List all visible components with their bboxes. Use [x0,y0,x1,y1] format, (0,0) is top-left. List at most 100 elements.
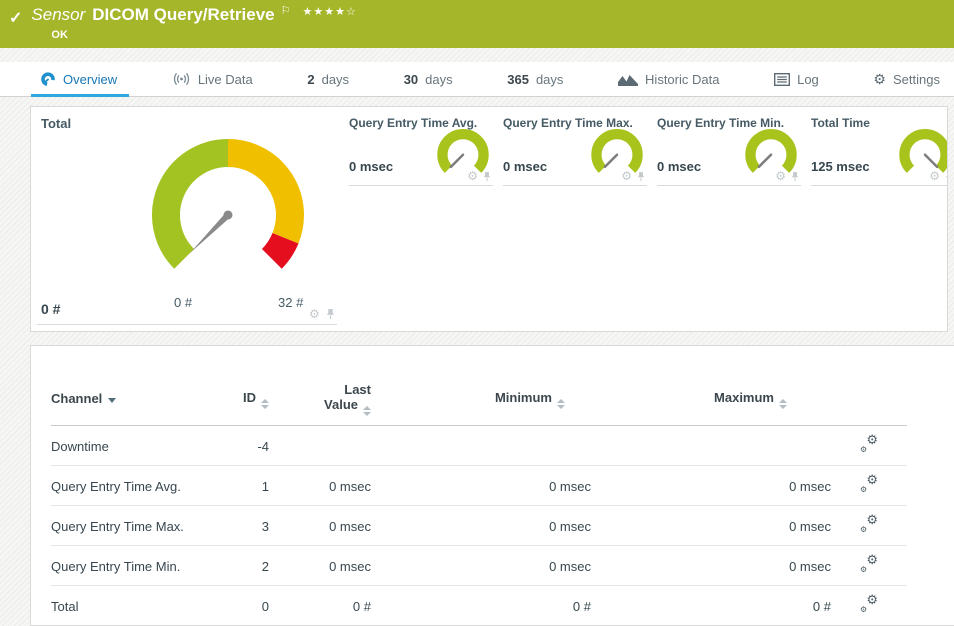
gear-icon: ⚙ [860,605,868,614]
column-label: Last [344,382,371,397]
gear-icon: ⚙ [860,485,868,494]
tile-gauge [899,129,947,173]
column-header-channel[interactable]: Channel [51,346,219,426]
tab-2-days[interactable]: 2 days [307,62,349,96]
channel-table: Channel ID Last Value Minimum Maximum Dow… [51,346,907,625]
column-header-id[interactable]: ID [219,346,269,426]
divider [503,185,647,186]
tab-bar: Overview Live Data 2 days 30 days 365 days … [0,62,954,97]
table-header-row: Channel ID Last Value Minimum Maximum [51,346,907,426]
gear-icon[interactable]: ⚙ [621,169,632,183]
pin-icon[interactable] [483,171,491,182]
cell-id: -4 [219,425,269,466]
channel-row-query-entry-time-avg: Query Entry Time Avg. 1 0 msec 0 msec 0 … [51,465,907,506]
tile-value: 0 msec [657,159,702,174]
gauge-scale-min: 0 # [174,295,193,310]
gauges-panel: Total 0 # 32 # 0 # ⚙ Query Entry Time Av… [30,106,948,332]
tile-gauge [591,129,643,173]
gauge-toolbar: ⚙ [929,169,948,183]
tab-label: Log [797,71,819,87]
tab-historic-data[interactable]: Historic Data [618,62,719,96]
column-label: Value [324,397,358,412]
gauge-toolbar: ⚙ [621,170,645,182]
cell-id: 1 [219,465,269,506]
tile-gauge [437,129,489,173]
sort-icon [779,398,787,409]
gear-icon: ⚙ [866,552,878,567]
gauge-needle [189,212,231,254]
tab-settings[interactable]: ⚙ Settings [873,62,940,96]
tile-value: 125 msec [811,159,870,174]
priority-stars[interactable]: ★★★★☆ [303,2,357,22]
channel-settings-icon[interactable]: ⚙ ⚙ [860,433,878,454]
tab-365-days[interactable]: 365 days [507,62,563,96]
cell-maximum: 0 msec [591,545,831,586]
sensor-header: ✓ Sensor DICOM Query/Retrieve ⚐ ★★★★☆ OK [0,0,954,48]
column-header-minimum[interactable]: Minimum [371,346,591,426]
object-type-label: Sensor [31,5,86,24]
column-label: Channel [51,391,103,406]
gear-icon[interactable]: ⚙ [929,169,940,183]
cell-last-value: 0 msec [269,505,371,546]
status-check-icon: ✓ [9,10,23,27]
divider [37,324,337,325]
cell-minimum: 0 # [371,585,591,625]
gear-icon: ⚙ [866,512,878,527]
pin-icon[interactable] [945,171,948,182]
gauge-icon [41,72,55,86]
cell-last-value: 0 # [269,585,371,625]
divider [349,185,493,186]
cell-last-value [269,425,371,466]
area-chart-icon [618,74,639,86]
gear-icon: ⚙ [860,445,868,454]
tab-live-data[interactable]: Live Data [172,62,253,96]
tile-title: Query Entry Time Max. [503,116,633,130]
pin-icon[interactable] [791,171,799,182]
column-header-last-value[interactable]: Last Value [269,346,371,426]
channels-panel: Channel ID Last Value Minimum Maximum Dow… [30,345,954,626]
total-gauge [152,139,304,269]
priority-flag-icon[interactable]: ⚐ [280,5,291,17]
cell-maximum: 0 # [591,585,831,625]
tab-number: 30 [403,71,419,87]
cell-last-value: 0 msec [269,465,371,506]
tab-overview[interactable]: Overview [30,62,130,97]
channel-settings-icon[interactable]: ⚙ ⚙ [860,593,878,614]
tile-title: Total Time [811,116,870,130]
divider [657,185,801,186]
gear-icon: ⚙ [873,71,886,87]
tab-label: Live Data [197,71,253,87]
cell-maximum: 0 msec [591,505,831,546]
channel-row-query-entry-time-min: Query Entry Time Min. 2 0 msec 0 msec 0 … [51,545,907,586]
tile-value: 0 msec [349,159,394,174]
channel-settings-icon[interactable]: ⚙ ⚙ [860,512,878,534]
tab-number: 365 [507,71,529,87]
gauge-tile-total-time: Total Time 125 msec ⚙ [811,107,948,331]
tile-gauge [745,129,797,173]
cell-id: 0 [219,585,269,625]
gear-icon[interactable]: ⚙ [775,169,786,183]
pin-icon[interactable] [326,308,335,320]
column-header-maximum[interactable]: Maximum [591,346,831,426]
gear-icon[interactable]: ⚙ [467,169,478,183]
gear-icon: ⚙ [860,565,868,574]
channel-settings-icon[interactable]: ⚙ ⚙ [860,552,878,574]
pin-icon[interactable] [637,171,645,182]
tile-title: Query Entry Time Avg. [349,116,478,130]
gauge-tile-query-entry-time-min: Query Entry Time Min. 0 msec ⚙ [657,107,801,331]
tab-30-days[interactable]: 30 days [404,62,453,96]
sort-desc-icon [108,398,117,403]
sensor-title: DICOM Query/Retrieve [92,5,275,24]
sort-icon [261,398,269,409]
cell-maximum [591,425,831,466]
cell-minimum: 0 msec [371,545,591,586]
tab-log[interactable]: Log [774,62,819,96]
gauge-toolbar: ⚙ [309,308,335,320]
tab-label: Settings [892,71,940,87]
channel-settings-icon[interactable]: ⚙ ⚙ [860,473,878,494]
tab-label: days [321,71,350,87]
channel-row-downtime: Downtime -4 ⚙ ⚙ [51,425,907,466]
gear-icon[interactable]: ⚙ [309,307,320,321]
cell-channel: Total [51,585,219,625]
cell-channel: Query Entry Time Max. [51,505,219,546]
